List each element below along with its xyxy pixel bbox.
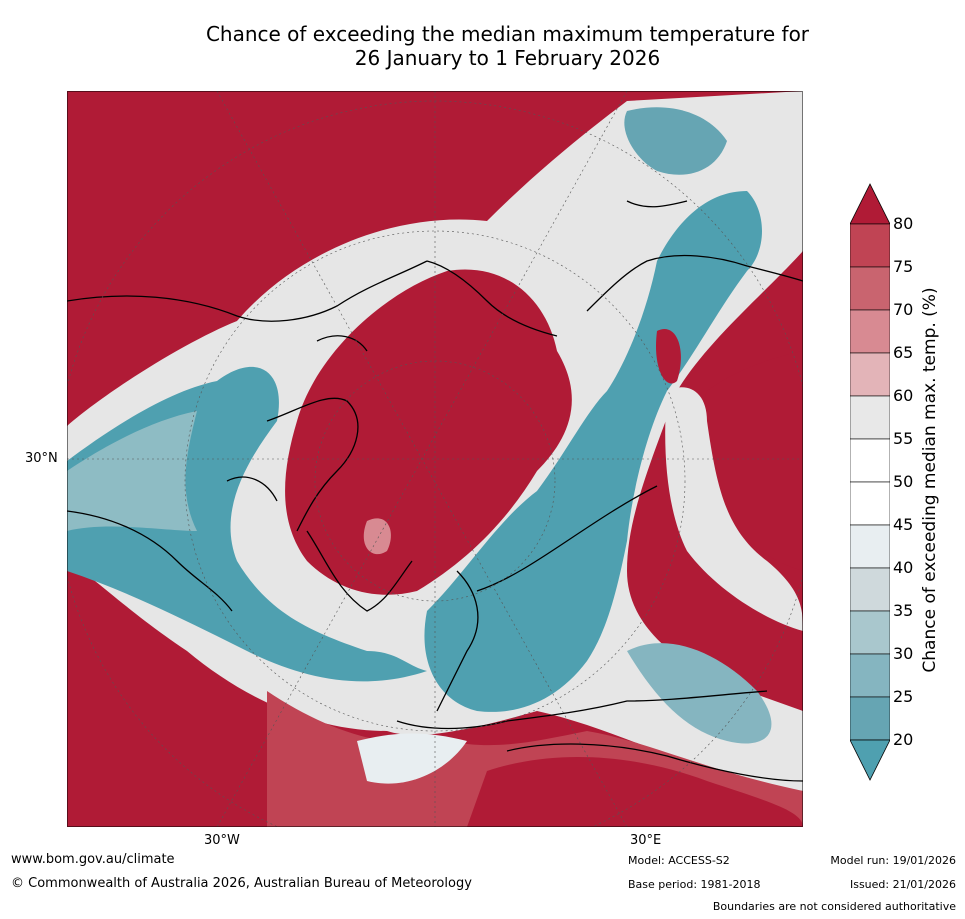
colorbar-segment: [850, 395, 890, 440]
warm-patch-asia: [656, 329, 681, 384]
colorbar-segment: [850, 352, 890, 397]
colorbar-tick-label: 60: [893, 386, 914, 405]
cool-patch-north: [624, 107, 727, 175]
colorbar-tick-label: 75: [893, 257, 914, 276]
arctic-light-patch: [363, 518, 391, 555]
colorbar-tick-label: 50: [893, 472, 914, 491]
colorbar-segment: [850, 309, 890, 354]
cool-band-eurasia: [424, 191, 762, 712]
coastlines: [67, 200, 803, 782]
footer-model: Model: ACCESS-S2: [628, 854, 730, 867]
colorbar-segment: [850, 653, 890, 698]
colorbar-tick-label: 35: [893, 601, 914, 620]
colorbar-segment: [850, 223, 890, 268]
footer-issued: Issued: 21/01/2026: [849, 878, 956, 891]
colorbar-segment: [850, 266, 890, 311]
footer-copyright: © Commonwealth of Australia 2026, Austra…: [11, 876, 472, 891]
colorbar-tick-label: 25: [893, 687, 914, 706]
cool-patch-east: [627, 643, 772, 744]
colorbar-label: Chance of exceeding median max. temp. (%…: [920, 287, 940, 673]
colorbar-segment: [850, 610, 890, 655]
colorbar-tick-label: 20: [893, 730, 914, 749]
colorbar-tick-label: 45: [893, 515, 914, 534]
warm-band-south-core: [467, 757, 803, 827]
colorbar-tick-label: 70: [893, 300, 914, 319]
colorbar-tick-label: 40: [893, 558, 914, 577]
lon-label-30e: 30°E: [630, 833, 662, 848]
neutral-band-south: [357, 733, 467, 784]
neutral-band-east: [665, 387, 803, 631]
cool-light-band: [67, 411, 197, 531]
colorbar-extend-max: [850, 183, 890, 225]
polar-map: [67, 91, 803, 827]
colorbar-segment: [850, 524, 890, 569]
lat-label-30n: 30°N: [25, 451, 58, 466]
footer-base-period: Base period: 1981-2018: [628, 878, 761, 891]
map-title-line2: 26 January to 1 February 2026: [354, 46, 661, 70]
colorbar: [850, 183, 890, 781]
footer-url[interactable]: www.bom.gov.au/climate: [11, 852, 175, 867]
map-title-line1: Chance of exceeding the median maximum t…: [205, 22, 810, 46]
colorbar-segment: [850, 567, 890, 612]
colorbar-segment: [850, 438, 890, 483]
colorbar-extend-min: [850, 739, 890, 781]
lon-label-30w: 30°W: [204, 833, 240, 848]
colorbar-tick-label: 80: [893, 214, 914, 233]
colorbar-segment: [850, 696, 890, 741]
colorbar-segment: [850, 481, 890, 526]
graticule: [67, 91, 803, 827]
colorbar-tick-label: 55: [893, 429, 914, 448]
colorbar-tick-label: 30: [893, 644, 914, 663]
footer-disclaimer: Boundaries are not considered authoritat…: [712, 900, 956, 913]
footer-model-run: Model run: 19/01/2026: [830, 854, 956, 867]
colorbar-tick-label: 65: [893, 343, 914, 362]
arctic-warm-core: [285, 269, 572, 595]
